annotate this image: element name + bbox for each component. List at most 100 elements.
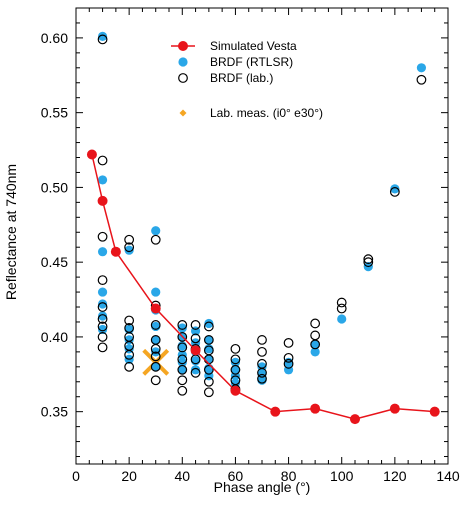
brdf-lab-point [97, 231, 108, 242]
simulated-vesta-point [110, 246, 121, 257]
brdf-lab-point [416, 74, 427, 85]
simulated-vesta-point [150, 303, 161, 314]
y-tick-label: 0.45 [41, 254, 68, 270]
brdf-lab-point [150, 375, 161, 386]
brdf-lab-point [177, 385, 188, 396]
brdf-lab-point [97, 275, 108, 286]
simulated-vesta-point [389, 403, 400, 414]
brdf-rtlsr-point [416, 63, 427, 73]
brdf-lab-point [203, 387, 214, 398]
x-tick-label: 60 [228, 468, 244, 484]
brdf-lab-point [97, 332, 108, 342]
brdf-rtlsr-point [97, 299, 108, 309]
brdf-lab-point [203, 364, 214, 375]
simulated-vesta-point [190, 345, 201, 356]
legend-simulated-label: Simulated Vesta [210, 39, 297, 53]
brdf-lab-point [203, 321, 214, 332]
y-tick-label: 0.35 [41, 404, 68, 420]
simulated-vesta-point [97, 195, 108, 206]
brdf-lab-point [257, 346, 267, 357]
brdf-rtlsr-point [177, 365, 187, 375]
brdf-lab-point [177, 320, 188, 330]
brdf-lab-point [124, 234, 135, 245]
simulated-vesta-point [350, 414, 360, 425]
x-tick-label: 80 [281, 468, 297, 484]
brdf-rtlsr-point [97, 175, 108, 185]
x-tick-label: 100 [330, 468, 354, 484]
simulated-vesta-point [429, 406, 440, 417]
brdf-lab-point [283, 352, 294, 363]
brdf-lab-point [310, 330, 321, 341]
x-tick-label: 120 [383, 468, 407, 484]
brdf-lab-point [257, 373, 267, 384]
brdf-rtlsr-point [177, 357, 187, 367]
x-tick-label: 0 [72, 468, 80, 484]
axes-layer: 0 20 40 60 80 100 120 140 0.35 0.40 0.45 0.50 0.55 0.… [41, 7, 460, 484]
brdf-lab-point [124, 361, 135, 372]
brdf-lab-point [97, 321, 108, 332]
brdf-lab-point [257, 367, 267, 378]
brdf-rtlsr-point [151, 362, 161, 372]
legend-lab-label: BRDF (lab.) [210, 71, 273, 85]
y-tick-label: 0.60 [41, 30, 68, 46]
brdf-lab-point [150, 351, 161, 362]
brdf-lab-point [363, 257, 374, 268]
legend-rtlsr-marker [178, 57, 188, 67]
brdf-rtlsr-point [190, 365, 201, 375]
brdf-lab-point [150, 320, 161, 330]
brdf-lab-point [230, 343, 241, 354]
brdf-lab-point [97, 155, 108, 166]
brdf-lab-point [336, 303, 347, 314]
brdf-lab-point [150, 234, 161, 245]
brdf-lab-point [230, 364, 241, 375]
legend: Simulated Vesta BRDF (RTLSR) BRDF (lab.) La… [171, 39, 323, 120]
brdf-lab-point [177, 332, 188, 342]
brdf-rtlsr-point [97, 311, 108, 321]
brdf-lab-point [336, 297, 347, 308]
brdf-rtlsr-point [97, 31, 108, 42]
legend-simulated-marker [178, 41, 188, 51]
brdf-rtlsr-point [204, 318, 214, 329]
brdf-lab-point [230, 354, 241, 365]
legend-lab-marker [178, 73, 188, 83]
brdf-rtlsr-point [204, 335, 214, 345]
brdf-rtlsr-point [151, 226, 161, 236]
y-tick-label: 0.50 [41, 179, 68, 195]
brdf-lab-point [363, 254, 374, 265]
brdf-lab-point [283, 337, 294, 348]
y-axis-title: Reflectance at 740nm [3, 164, 19, 300]
brdf-lab-point [124, 315, 135, 326]
brdf-lab-point [257, 335, 267, 345]
brdf-rtlsr-point [97, 324, 108, 335]
brdf-lab-point [190, 367, 201, 378]
brdf-lab-point [97, 314, 108, 324]
simulated-vesta-point [86, 149, 97, 160]
brdf-lab-point [310, 339, 321, 350]
brdf-lab-point [150, 343, 161, 354]
brdf-rtlsr-point [97, 287, 108, 297]
brdf-lab-point [203, 335, 214, 345]
legend-lab-meas-marker [179, 109, 187, 117]
brdf-lab-point [190, 333, 201, 344]
brdf-rtlsr-point [177, 323, 187, 333]
data-layer [86, 31, 440, 425]
simulated-vesta-point [230, 385, 241, 396]
y-tick-label: 0.55 [41, 105, 68, 121]
brdf-rtlsr-point [310, 347, 320, 357]
y-tick-label: 0.40 [41, 329, 68, 345]
brdf-lab-point [310, 318, 321, 329]
simulated-vesta-point [310, 403, 321, 414]
brdf-lab-point [177, 354, 188, 365]
brdf-rtlsr-point [151, 335, 161, 345]
brdf-rtlsr-point [390, 184, 400, 194]
brdf-rtlsr-point [97, 247, 108, 257]
brdf-rtlsr-point [337, 314, 347, 324]
brdf-lab-point [190, 320, 201, 330]
brdf-lab-point [124, 349, 135, 360]
brdf-lab-point [283, 358, 294, 369]
x-axis-title: Phase angle (°) [214, 479, 311, 495]
brdf-lab-point [97, 302, 108, 312]
brdf-lab-point [203, 376, 214, 387]
